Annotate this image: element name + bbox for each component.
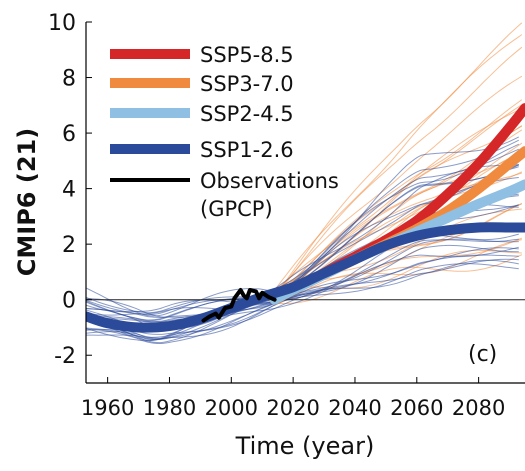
y-axis-label: CMIP6 (21)	[13, 128, 41, 276]
legend: SSP5-8.5 SSP3-7.0 SSP2-4.5 SSP1-2.6 Observat…	[110, 43, 339, 221]
y-tick-label: 8	[62, 67, 76, 92]
legend-label: SSP3-7.0	[200, 72, 294, 96]
ensemble-member-line	[86, 246, 519, 342]
axes	[85, 22, 525, 384]
ensemble-member-line	[274, 34, 523, 291]
ensemble-member-line	[86, 259, 519, 339]
ensemble-member-line	[274, 254, 523, 305]
y-tick-label: 0	[62, 289, 76, 314]
x-tick-label: 1980	[143, 396, 196, 420]
panel-label: (c)	[468, 342, 497, 367]
series-line-observations	[201, 288, 277, 323]
ensemble-member-line	[86, 139, 520, 314]
x-axis-label: Time (year)	[235, 432, 375, 460]
tick-labels: -2 0 2 4 6 8 10 1960 1980 2000 2020 2040 2060 2080	[48, 11, 505, 420]
y-tick-label: 10	[48, 11, 76, 36]
series-line-ssp1-2-6	[86, 222, 525, 333]
y-tick-label: 2	[62, 233, 76, 258]
series-lines	[86, 103, 525, 333]
x-tick-label: 2060	[390, 396, 443, 420]
legend-label: SSP2-4.5	[200, 102, 294, 126]
legend-label: SSP5-8.5	[200, 43, 294, 67]
x-tick-label: 2080	[452, 396, 505, 420]
y-tick-label: -2	[54, 344, 76, 369]
legend-label: SSP1-2.6	[200, 138, 294, 162]
y-tick-label: 4	[62, 178, 76, 203]
ensemble-member-line	[274, 46, 523, 298]
ensemble-member-line	[274, 239, 523, 306]
ensemble-member-line	[86, 136, 520, 317]
x-tick-label: 2000	[205, 396, 258, 420]
x-tick-label: 2040	[328, 396, 381, 420]
ensemble-member-line	[86, 247, 519, 335]
x-tick-label: 1960	[81, 396, 134, 420]
ensemble-member-line	[86, 263, 519, 345]
y-tick-label: 6	[62, 122, 76, 147]
ensemble-member-line	[274, 75, 523, 295]
ensemble-member-line	[86, 164, 519, 318]
x-tick-label: 2020	[266, 396, 319, 420]
legend-label: Observations (GPCP)	[200, 169, 339, 221]
